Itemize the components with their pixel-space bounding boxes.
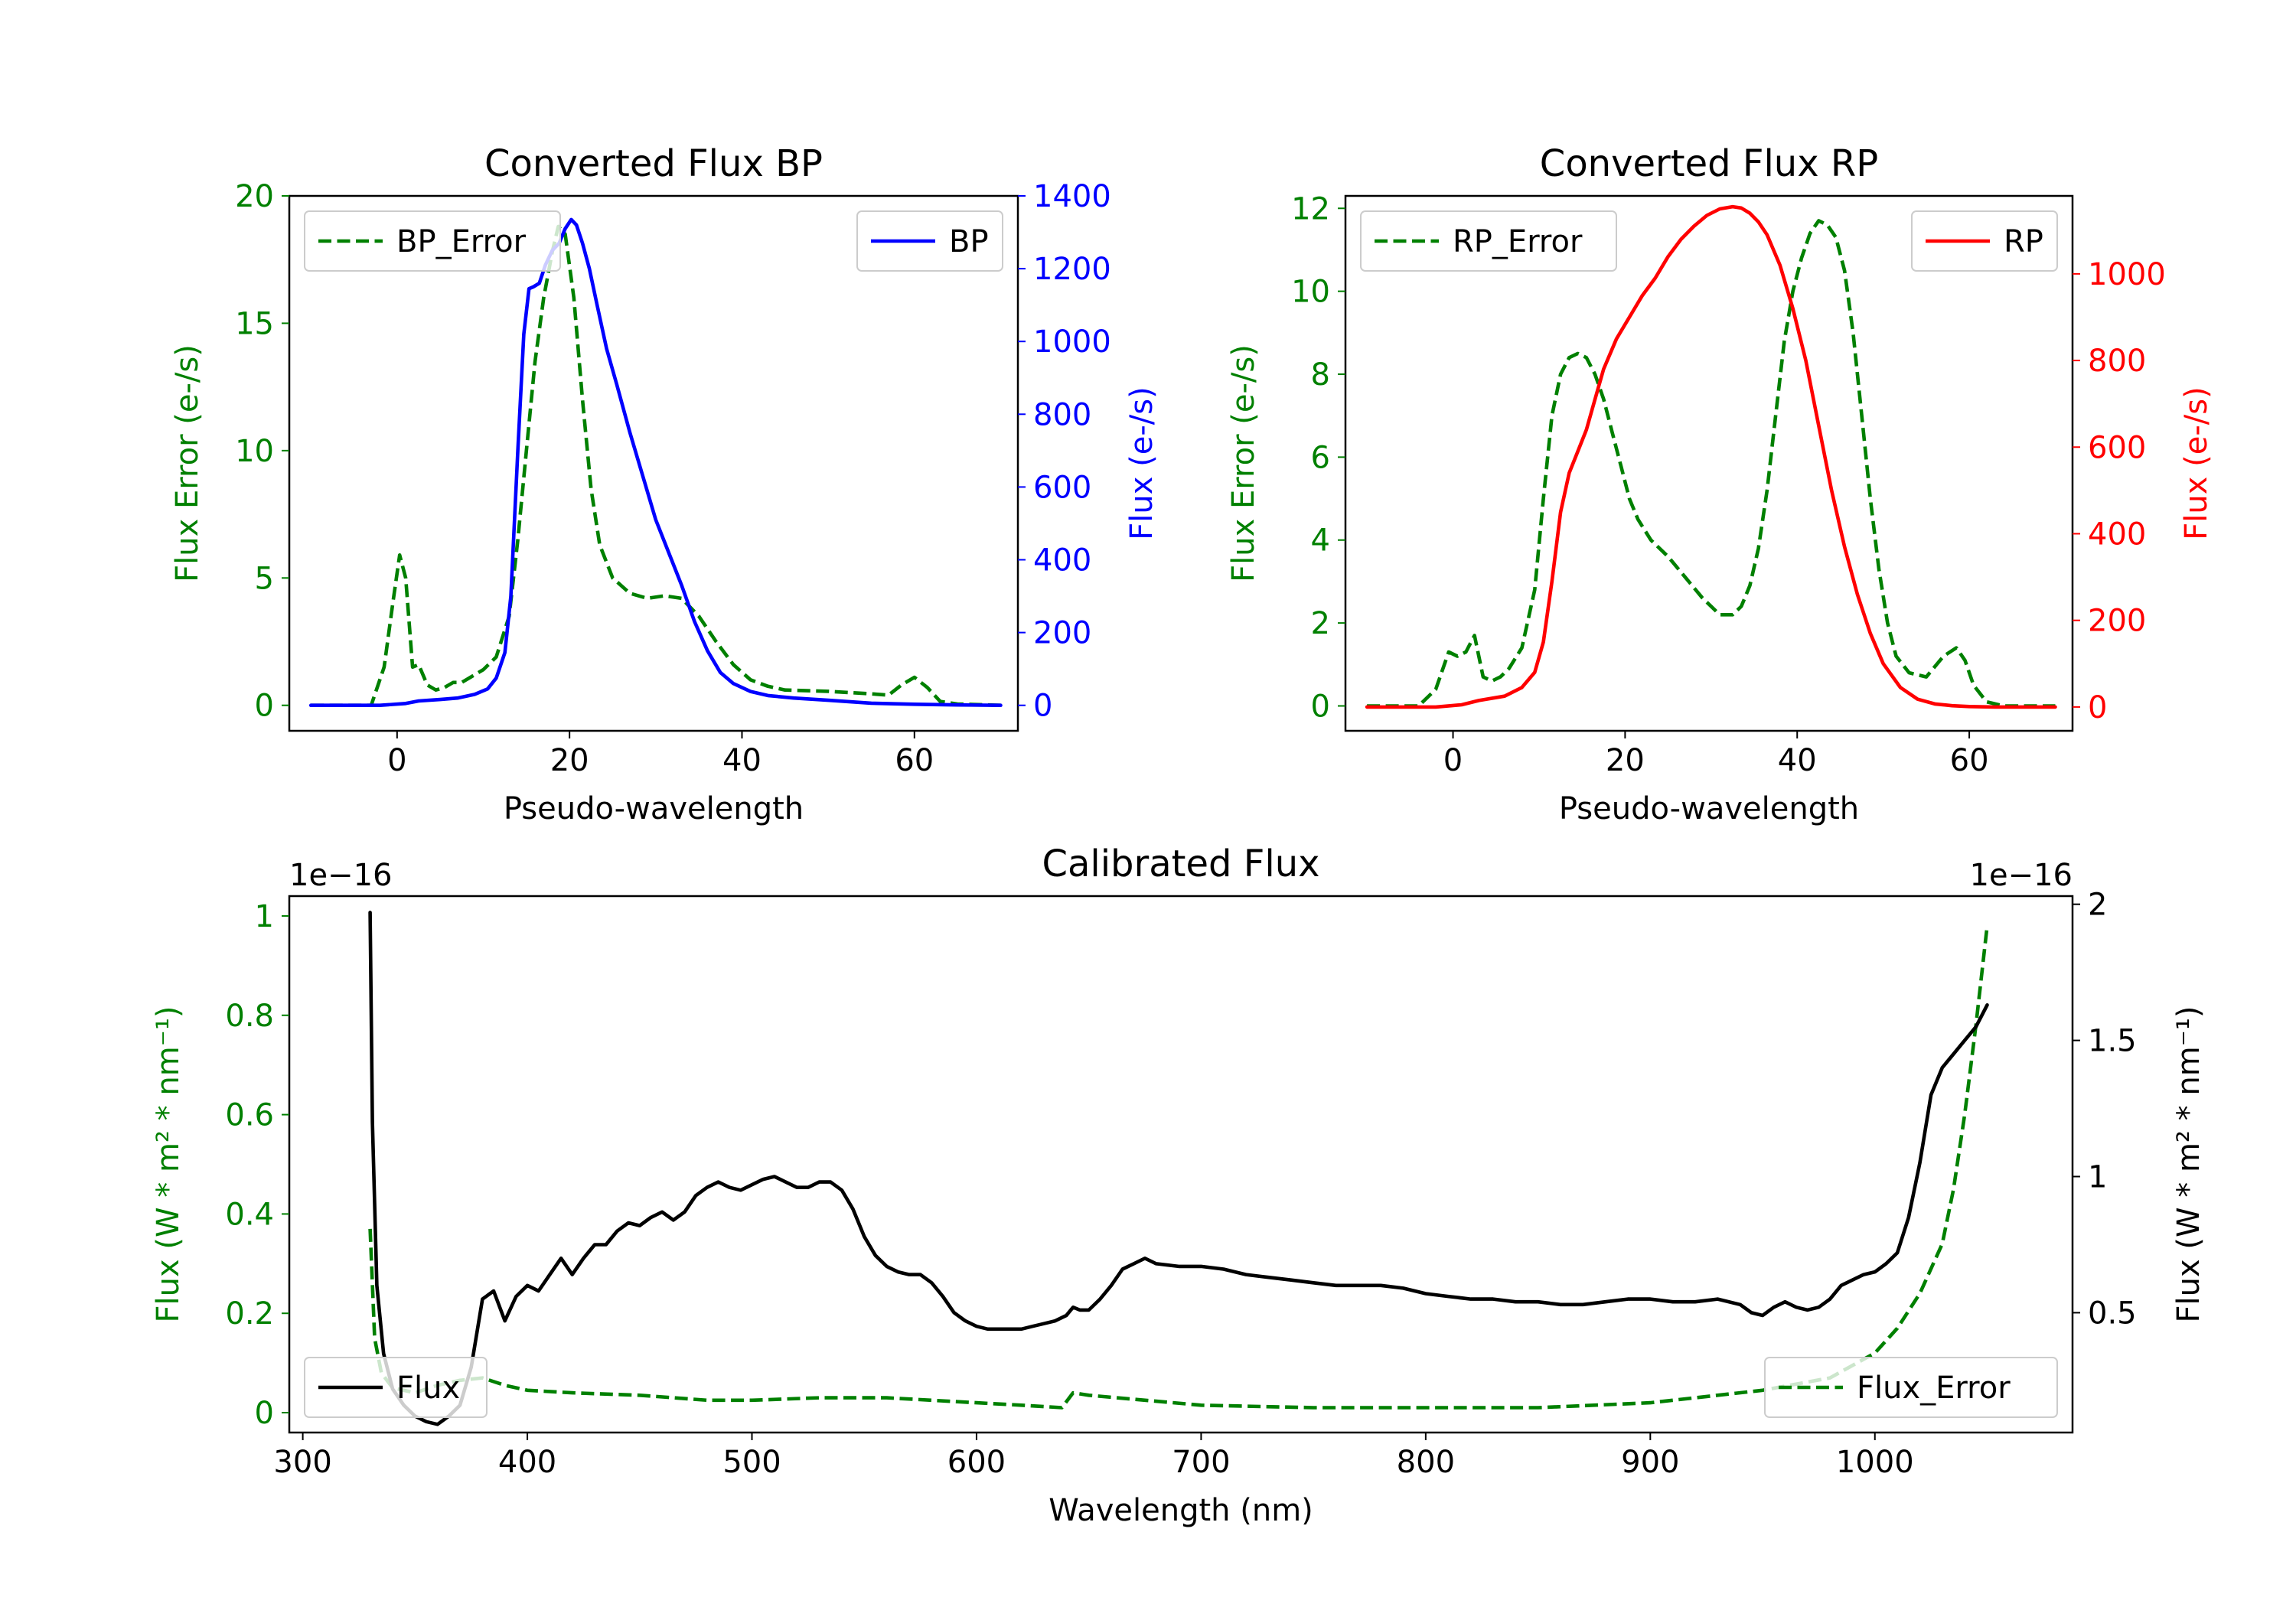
y-right-tick-label: 200 [1033,616,1091,651]
x-tick-label: 300 [273,1445,331,1480]
y-left-tick-label: 6 [1311,440,1330,475]
chart-cal: 300 400 500 600 700 800 900 1000 0 0.2 0.4 0.6 0.8 1 0… [151,843,2206,1528]
x-tick-label: 600 [947,1445,1006,1480]
y-right-tick-label: 600 [2088,430,2146,465]
x-tick-label: 800 [1397,1445,1455,1480]
y-left-tick-label: 10 [1291,275,1330,310]
chart-rp: 0 20 40 6002468101202004006008001000Convert… [1226,142,2214,826]
y-right-tick-label: 600 [1033,470,1091,505]
legend-box [304,1357,488,1418]
x-tick-label: 1000 [1836,1445,1914,1480]
x-tick-label: 500 [722,1445,781,1480]
y-left-axis-label: Flux Error (e-/s) [170,344,205,582]
y-left-tick-label: 0 [255,689,274,724]
legend-label: BP_Error [396,224,527,259]
series-line-bp [308,217,1003,707]
x-axis-label: Wavelength (nm) [1049,1493,1313,1528]
y-right-tick-label: 0.5 [2088,1296,2137,1331]
y-left-tick-label: 5 [255,561,274,596]
plot-frame [288,895,2074,1434]
y-right-tick-label: 800 [1033,397,1091,432]
x-tick-label: 20 [1606,743,1645,778]
y-left-tick-label: 12 [1291,191,1330,227]
legend-bp-error: BP_Error [304,210,561,272]
y-right-offset-label: 1e−16 [1970,858,2073,893]
plot-frame [1344,194,2074,732]
series-line-rp [1365,204,2057,709]
series-line-bp-error [311,224,1001,707]
x-tick-label: 0 [1443,743,1463,778]
legend-box [304,210,561,272]
legend-label: RP_Error [1453,224,1583,259]
y-right-tick-label: 1 [2088,1160,2107,1195]
legend-box [1360,210,1617,272]
y-right-axis-label: Flux (W * m² * nm⁻¹) [2171,1006,2206,1323]
x-axis-label: Pseudo-wavelength [1559,791,1859,826]
legend-label: RP [2004,224,2043,259]
y-right-tick-label: 2 [2088,888,2107,923]
chart-bp: 0 20 40 60051015200200400600800100012001400… [170,142,1159,826]
legend-label: BP [949,224,989,259]
y-left-tick-label: 0.4 [225,1197,274,1232]
legend-flux: Flux [304,1357,488,1418]
legend-rp-error: RP_Error [1360,210,1617,272]
legend-label: Flux_Error [1857,1371,2011,1406]
x-tick-label: 700 [1172,1445,1230,1480]
y-right-tick-label: 1200 [1033,252,1111,287]
y-right-tick-label: 1400 [1033,179,1111,214]
y-left-tick-label: 15 [235,306,274,341]
y-left-tick-label: 0.8 [225,999,274,1034]
y-right-tick-label: 1000 [2088,257,2166,292]
legend-flux-error: Flux_Error [1764,1357,2058,1418]
y-right-axis-label: Flux (e-/s) [2179,386,2214,539]
series-line-rp-error [1367,219,2056,708]
y-right-tick-label: 800 [2088,344,2146,379]
x-tick-label: 40 [722,743,762,778]
series-line-flux [368,911,1989,1426]
y-right-tick-label: 400 [2088,517,2146,552]
y-right-tick-label: 0 [2088,690,2107,725]
series-line-flux-error [368,925,1989,1410]
y-right-tick-label: 400 [1033,543,1091,579]
y-right-tick-label: 1000 [1033,324,1111,360]
x-tick-label: 60 [1950,743,1989,778]
y-right-tick-label: 1.5 [2088,1024,2137,1059]
y-right-tick-label: 200 [2088,604,2146,639]
x-tick-label: 20 [550,743,589,778]
y-right-axis-label: Flux (e-/s) [1124,386,1159,539]
y-right-tick-label: 0 [1033,689,1052,724]
x-tick-label: 40 [1778,743,1817,778]
x-tick-label: 900 [1621,1445,1679,1480]
y-left-tick-label: 0 [255,1396,274,1431]
legend-rp: RP [1911,210,2058,272]
y-left-tick-label: 20 [235,179,274,214]
y-left-tick-label: 4 [1311,523,1330,559]
x-tick-label: 0 [387,743,406,778]
y-left-tick-label: 0 [1311,689,1330,724]
y-left-axis-label: Flux Error (e-/s) [1226,344,1261,582]
legend-bp: BP [856,210,1003,272]
chart-title: Calibrated Flux [1042,843,1319,885]
plot-frame [288,194,1019,732]
y-left-offset-label: 1e−16 [289,858,392,893]
chart-title: Converted Flux BP [484,142,823,185]
y-left-tick-label: 0.2 [225,1296,274,1332]
y-left-tick-label: 0.6 [225,1098,274,1133]
y-left-tick-label: 1 [255,899,274,934]
y-left-axis-label: Flux (W * m² * nm⁻¹) [151,1006,186,1323]
y-left-tick-label: 8 [1311,357,1330,393]
x-axis-label: Pseudo-wavelength [504,791,804,826]
chart-title: Converted Flux RP [1540,142,1878,185]
x-tick-label: 60 [895,743,934,778]
legend-box [1764,1357,2058,1418]
y-left-tick-label: 10 [235,434,274,469]
x-tick-label: 400 [498,1445,556,1480]
legend-label: Flux [396,1371,460,1406]
y-left-tick-label: 2 [1311,606,1330,641]
